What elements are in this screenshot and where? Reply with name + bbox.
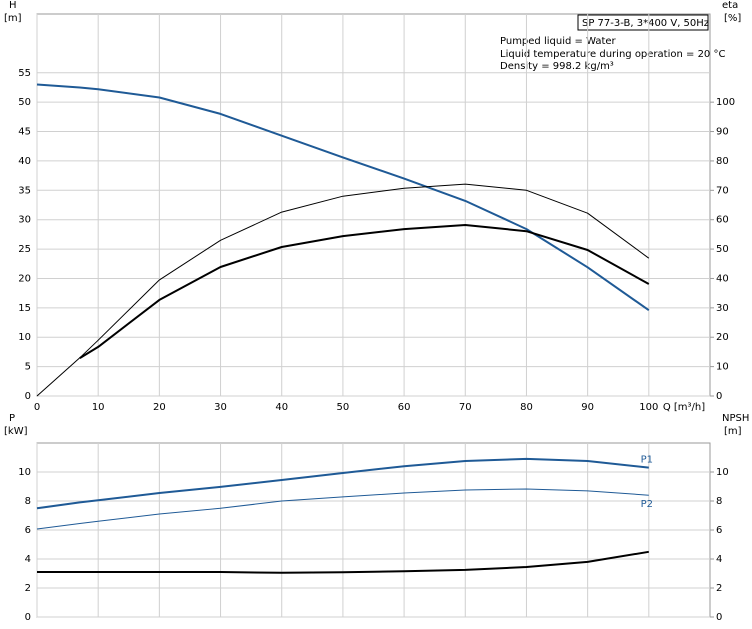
y-tick-label: 2 (25, 583, 31, 594)
x-axis-title: Q [m³/h] (663, 402, 705, 413)
y-tick-label: 30 (18, 215, 31, 226)
curve-label: P1 (641, 455, 653, 466)
annotation: Pumped liquid = Water (500, 36, 617, 47)
y-axis-title: [kW] (4, 426, 28, 437)
y2-tick-label: 100 (716, 97, 735, 108)
curve (36, 83, 650, 312)
annotation: Density = 998.2 kg/m³ (500, 61, 614, 72)
curve (37, 550, 649, 574)
y-tick-label: 8 (25, 496, 31, 507)
y2-axis-title: eta (722, 0, 738, 11)
curve (36, 457, 649, 510)
y2-tick-label: 0 (716, 391, 722, 402)
y-tick-label: 20 (18, 273, 31, 284)
x-tick-label: 0 (34, 402, 40, 413)
y2-axis-title: [m] (724, 426, 742, 437)
y-tick-label: 10 (18, 332, 31, 343)
annotation: Liquid temperature during operation = 20… (500, 49, 725, 60)
y2-tick-label: 50 (716, 244, 729, 255)
y-tick-label: 4 (25, 554, 31, 565)
y-tick-label: 25 (18, 244, 31, 255)
y2-axis-title: [%] (724, 13, 741, 24)
x-tick-label: 60 (398, 402, 411, 413)
x-tick-label: 40 (275, 402, 288, 413)
y2-tick-label: 8 (716, 496, 722, 507)
x-tick-label: 50 (337, 402, 350, 413)
info-box-text: SP 77-3-B, 3*400 V, 50Hz (582, 18, 709, 29)
y-tick-label: 40 (18, 156, 31, 167)
y2-tick-label: 10 (716, 362, 729, 373)
y-tick-label: 6 (25, 525, 31, 536)
curve (36, 183, 650, 397)
y-tick-label: 35 (18, 185, 31, 196)
curve-label: P2 (641, 499, 653, 510)
curve (79, 224, 650, 359)
y-tick-label: 15 (18, 303, 31, 314)
y2-tick-label: 70 (716, 185, 729, 196)
y-tick-label: 0 (25, 391, 31, 402)
y-tick-label: 55 (18, 68, 31, 79)
x-tick-label: 100 (639, 402, 658, 413)
y2-tick-label: 10 (716, 467, 729, 478)
x-tick-label: 70 (459, 402, 472, 413)
y-tick-label: 10 (18, 467, 31, 478)
y2-tick-label: 0 (716, 612, 722, 623)
y2-tick-label: 30 (716, 303, 729, 314)
y-axis-title: H (9, 0, 17, 11)
x-tick-label: 10 (92, 402, 105, 413)
x-tick-label: 90 (581, 402, 594, 413)
curve (36, 488, 649, 530)
y2-tick-label: 80 (716, 156, 729, 167)
y-tick-label: 0 (25, 612, 31, 623)
y2-tick-label: 40 (716, 273, 729, 284)
y-axis-title: [m] (4, 13, 22, 24)
y2-tick-label: 6 (716, 525, 722, 536)
y-tick-label: 45 (18, 127, 31, 138)
y2-tick-label: 4 (716, 554, 722, 565)
y-axis-title: P (9, 413, 15, 424)
x-tick-label: 80 (520, 402, 533, 413)
y-tick-label: 50 (18, 97, 31, 108)
x-tick-label: 30 (214, 402, 227, 413)
x-tick-label: 20 (153, 402, 166, 413)
y2-axis-title: NPSH (722, 413, 749, 424)
y2-tick-label: 2 (716, 583, 722, 594)
info-box (577, 14, 709, 31)
y2-tick-label: 90 (716, 127, 729, 138)
y2-tick-label: 60 (716, 215, 729, 226)
y2-tick-label: 20 (716, 332, 729, 343)
y-tick-label: 5 (25, 362, 31, 373)
